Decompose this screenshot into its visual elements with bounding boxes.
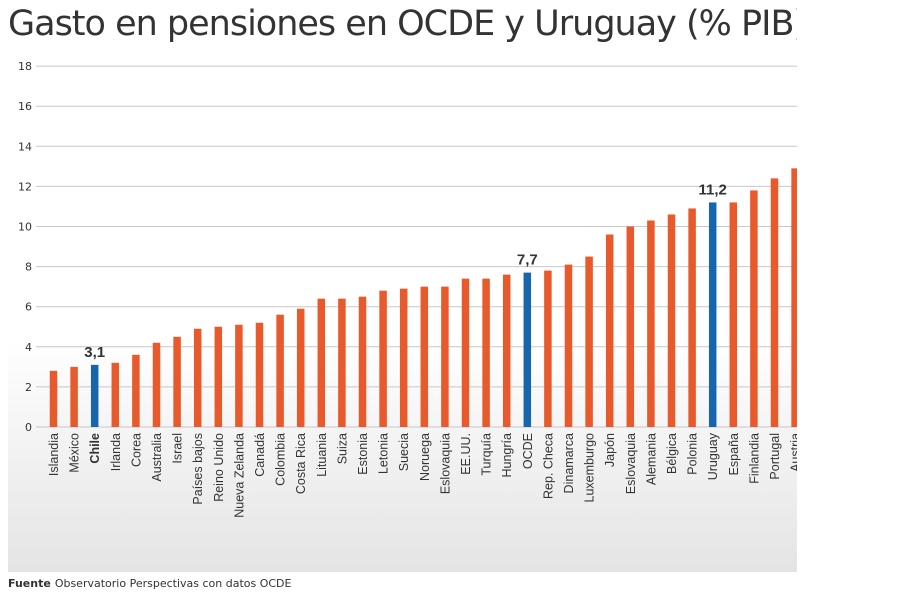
bar-11 <box>255 322 264 427</box>
data-label-2: 7,7 <box>517 252 538 269</box>
bar-32 <box>688 208 696 427</box>
y-tick-label-0: 0 <box>25 421 32 434</box>
bar-24 <box>523 272 532 427</box>
x-tick-label-15: Suiza <box>335 433 349 464</box>
bar-12 <box>276 314 284 427</box>
x-tick-label-33: Uruguay <box>706 432 720 480</box>
bar-8 <box>193 328 202 427</box>
y-tick-label-2: 2 <box>25 381 32 394</box>
bar-25 <box>544 270 552 427</box>
y-tick-label-14: 14 <box>18 140 32 153</box>
bar-28 <box>605 234 614 427</box>
bar-22 <box>482 278 490 427</box>
bar-3 <box>90 364 99 427</box>
bar-23 <box>502 274 511 427</box>
x-tick-label-4: Irlanda <box>109 433 123 471</box>
x-tick-label-29: Eslovaquia <box>624 433 638 494</box>
bar-18 <box>399 288 408 427</box>
x-tick-label-18: Suecia <box>397 433 411 471</box>
bar-34 <box>729 202 738 427</box>
bar-37 <box>791 168 797 427</box>
bar-chart: 0 2 4 6 8 10 12 14 16 18 Islandia México Chile Irland… <box>18 60 797 518</box>
x-tick-label-2: México <box>68 433 82 473</box>
x-tick-label-28: Japón <box>603 433 617 467</box>
x-tick-label-12: Colombia <box>274 433 288 486</box>
bar-31 <box>667 214 676 427</box>
x-tick-label-17: Letonia <box>377 433 391 474</box>
x-tick-label-20: Eslovaquia <box>438 433 452 494</box>
x-tick-label-19: Noruega <box>418 433 432 481</box>
bar-17 <box>379 290 387 427</box>
y-tick-label-8: 8 <box>25 261 32 274</box>
x-tick-label-36: Portugal <box>768 433 782 480</box>
bar-2 <box>70 366 78 427</box>
source-text: Observatorio Perspectivas con datos OCDE <box>54 577 292 590</box>
x-tick-label-14: Lituania <box>315 433 329 477</box>
x-tick-label-1: Islandia <box>47 433 61 476</box>
x-tick-label-7: Israel <box>171 433 185 464</box>
x-tick-label-24: OCDE <box>521 433 535 469</box>
x-tick-label-22: Turquía <box>480 433 494 476</box>
data-label-1: 3,1 <box>84 344 105 361</box>
x-tick-label-16: Estonia <box>356 433 370 475</box>
x-tick-label-9: Reino Unido <box>212 433 226 502</box>
bar-19 <box>420 286 429 427</box>
x-tick-label-21: EE.UU. <box>459 433 473 475</box>
bar-10 <box>235 324 243 427</box>
y-tick-label-16: 16 <box>18 100 32 113</box>
bar-36 <box>770 178 779 427</box>
bar-20 <box>441 286 449 427</box>
x-tick-label-6: Australia <box>150 433 164 482</box>
x-tick-label-8: Países bajos <box>191 433 205 505</box>
bar-15 <box>338 298 346 427</box>
x-tick-label-13: Costa Rica <box>294 433 308 494</box>
y-tick-label-12: 12 <box>18 180 32 193</box>
x-tick-label-31: Bélgica <box>665 433 679 474</box>
x-tick-label-30: Alemania <box>644 433 658 485</box>
x-tick-label-23: Hungría <box>500 433 514 478</box>
bar-9 <box>214 326 223 427</box>
x-tick-label-27: Luxemburgo <box>583 433 597 503</box>
x-tick-label-11: Canadá <box>253 433 267 477</box>
bar-14 <box>317 298 326 427</box>
x-tick-label-5: Corea <box>129 433 143 467</box>
x-tick-label-3: Chile <box>88 433 102 464</box>
source-note: Fuente Observatorio Perspectivas con dato… <box>8 577 291 590</box>
x-tick-label-26: Dinamarca <box>562 433 576 493</box>
bar-35 <box>750 190 758 427</box>
bar-27 <box>585 256 593 427</box>
bar-5 <box>132 354 140 427</box>
x-tick-label-34: España <box>727 433 741 475</box>
bar-29 <box>626 226 635 427</box>
y-tick-label-6: 6 <box>25 301 32 314</box>
x-tick-label-25: Rep. Checa <box>541 433 555 499</box>
bar-6 <box>152 342 161 427</box>
x-tick-label-32: Polonia <box>686 433 700 475</box>
source-label: Fuente <box>8 577 51 590</box>
chart-title: Gasto en pensiones en OCDE y Uruguay (% … <box>8 4 797 44</box>
bar-7 <box>173 336 181 427</box>
bar-33 <box>708 202 717 427</box>
y-tick-label-10: 10 <box>18 221 32 234</box>
bar-26 <box>564 264 573 427</box>
x-tick-label-10: Nueva Zelanda <box>232 433 246 518</box>
y-tick-label-18: 18 <box>18 60 32 73</box>
bar-13 <box>296 308 305 427</box>
bar-4 <box>111 362 120 427</box>
bar-16 <box>358 296 367 427</box>
bar-30 <box>647 220 655 427</box>
chart-panel: 0 2 4 6 8 10 12 14 16 18 Islandia México Chile Irland… <box>8 58 797 572</box>
bar-21 <box>461 278 470 427</box>
y-tick-label-4: 4 <box>25 341 32 354</box>
data-label-3: 11,2 <box>699 181 727 198</box>
x-tick-label-35: Finlandia <box>747 433 761 484</box>
chart-title-container: Gasto en pensiones en OCDE y Uruguay (% … <box>8 0 797 58</box>
bar-1 <box>49 370 58 427</box>
x-tick-label-37: Austria <box>789 433 797 472</box>
